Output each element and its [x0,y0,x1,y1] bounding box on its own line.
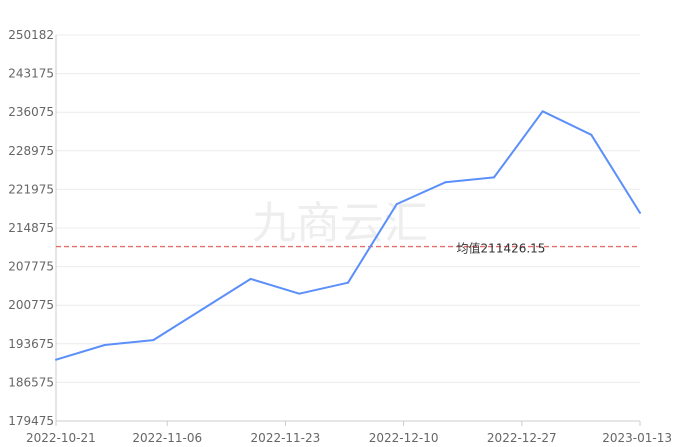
y-tick-label: 228975 [8,144,54,158]
x-tick-label: 2022-11-06 [132,431,202,445]
y-tick-label: 214875 [8,221,54,235]
y-tick-label: 186575 [8,375,54,389]
average-label: 均值211426.15 [457,241,546,256]
axes: 179475 186575 193675 200775 207775 214875 2219… [8,28,672,445]
y-tick-label: 250182 [8,28,54,42]
data-point [395,203,398,206]
y-tick-label: 236075 [8,105,54,119]
y-tick-label: 200775 [8,298,54,312]
data-point [541,110,544,113]
data-point [590,133,593,136]
data-point [201,308,203,311]
average-line-group: 均值211426.15 [56,241,640,256]
data-point [103,343,106,346]
x-tick-label: 2023-01-13 [602,431,672,445]
data-point [55,358,57,361]
y-tick-label: 243175 [8,67,54,81]
data-point [639,211,641,214]
y-tick-label: 193675 [8,337,54,351]
data-point [444,181,447,184]
watermark: 九商云汇 [252,198,428,249]
x-tick-label: 2022-10-21 [26,431,96,445]
data-point [493,176,495,179]
x-tick-label: 2022-12-27 [487,431,557,445]
y-tick-label: 207775 [8,260,54,274]
x-tick-label: 2022-12-10 [369,431,439,445]
series-layer [55,110,641,361]
data-point [152,339,155,342]
x-tick-label: 2022-11-23 [251,431,321,445]
y-tick-label: 179475 [8,414,54,428]
data-point [298,292,301,295]
grid [56,34,640,383]
y-tick-label: 221975 [8,182,54,196]
data-point [249,277,252,280]
data-point [347,281,349,284]
